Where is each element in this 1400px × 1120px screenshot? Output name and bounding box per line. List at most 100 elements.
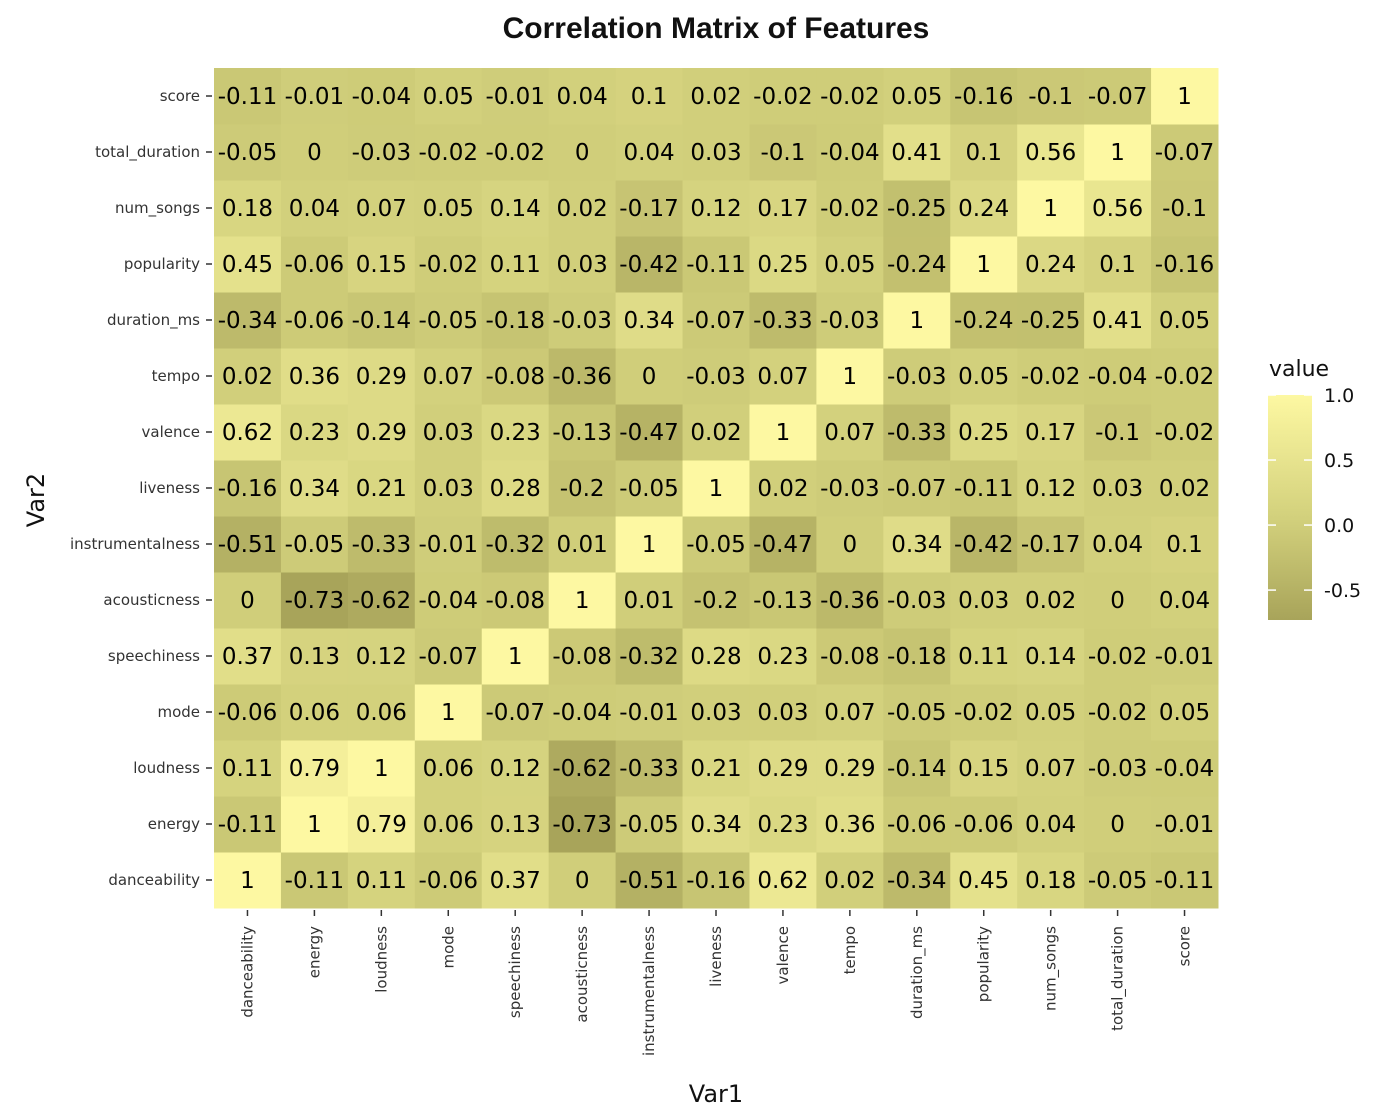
heatmap-cell — [414, 572, 483, 629]
heatmap-cell — [615, 236, 684, 293]
cell-value-label: -0.34 — [218, 308, 278, 334]
cell-value-label: 1 — [1043, 196, 1058, 222]
cell-value-label: 0.05 — [958, 364, 1009, 390]
heatmap-cell — [883, 404, 951, 461]
heatmap-cell — [1151, 572, 1219, 629]
cell-value-label: -0.06 — [419, 868, 479, 894]
cell-value-label: 0.04 — [1025, 812, 1076, 838]
cell-value-label: 0.03 — [958, 588, 1009, 614]
cell-value-label: -0.16 — [686, 868, 746, 894]
heatmap-cell — [280, 740, 349, 797]
heatmap-cell — [749, 236, 817, 293]
heatmap-cell — [682, 180, 750, 237]
x-axis-tick-label: energy — [305, 926, 323, 978]
cell-value-label: 0.12 — [356, 644, 407, 670]
heatmap-cell — [347, 124, 416, 181]
legend-tick-label: 1.0 — [1324, 385, 1354, 407]
heatmap-cell — [1084, 684, 1152, 741]
cell-value-label: 1 — [1177, 84, 1192, 110]
cell-value-label: 0.05 — [1025, 700, 1076, 726]
cell-value-label: 0.05 — [423, 84, 474, 110]
heatmap-cell — [950, 348, 1018, 405]
heatmap-cell — [214, 684, 282, 741]
cell-value-label: 0.79 — [289, 756, 340, 782]
cell-value-label: 0.06 — [423, 812, 474, 838]
heatmap-cell — [347, 572, 416, 629]
heatmap-cell — [883, 180, 951, 237]
heatmap-cell — [1084, 852, 1152, 909]
heatmap-cell — [950, 236, 1018, 293]
cell-value-label: -0.02 — [1088, 644, 1148, 670]
cell-value-label: 0.34 — [891, 532, 942, 558]
heatmap-cell — [414, 236, 483, 293]
heatmap-cell — [682, 516, 750, 573]
x-axis-tick-label: liveness — [707, 926, 725, 987]
heatmap-cell — [749, 796, 817, 853]
cell-value-label: 0.06 — [423, 756, 474, 782]
heatmap-cell — [950, 628, 1018, 685]
heatmap-cell — [214, 180, 282, 237]
heatmap-cell — [749, 460, 817, 517]
cell-value-label: 0.07 — [1025, 756, 1076, 782]
heatmap-cell — [1084, 460, 1152, 517]
heatmap-cell — [682, 68, 750, 125]
heatmap-cell — [682, 572, 750, 629]
cell-value-label: -0.1 — [1095, 420, 1140, 446]
cell-value-label: -0.32 — [619, 644, 679, 670]
cell-value-label: -0.03 — [1088, 756, 1148, 782]
cell-value-label: 0.36 — [824, 812, 875, 838]
cell-value-label: 1 — [1110, 140, 1125, 166]
cell-value-label: 1 — [575, 588, 590, 614]
cell-value-label: -0.02 — [419, 252, 479, 278]
cell-value-label: 0.1 — [1166, 532, 1203, 558]
heatmap-cell — [548, 796, 617, 853]
heatmap-cell — [214, 852, 282, 909]
cell-value-label: -0.51 — [218, 532, 278, 558]
cell-value-label: -0.33 — [619, 756, 679, 782]
cell-value-label: -0.11 — [954, 476, 1014, 502]
cell-value-label: -0.03 — [887, 588, 947, 614]
heatmap-cell — [682, 684, 750, 741]
cell-value-label: -0.02 — [954, 700, 1014, 726]
heatmap-cell — [548, 124, 617, 181]
chart-title: Correlation Matrix of Features — [503, 12, 930, 45]
cell-value-label: 0.03 — [557, 252, 608, 278]
cell-value-label: -0.08 — [485, 588, 545, 614]
cell-value-label: -0.01 — [419, 532, 479, 558]
heatmap-cell — [548, 852, 617, 909]
heatmap-cell — [615, 516, 684, 573]
heatmap-cell — [280, 516, 349, 573]
heatmap-cell — [1017, 572, 1085, 629]
cell-value-label: 0.45 — [222, 252, 273, 278]
cell-value-label: 0.28 — [690, 644, 741, 670]
cell-value-label: -0.1 — [1028, 84, 1073, 110]
heatmap-cell — [1017, 516, 1085, 573]
heatmap-cell — [615, 796, 684, 853]
cell-value-label: -0.06 — [218, 700, 278, 726]
heatmap-cell — [548, 348, 617, 405]
cell-value-label: -0.36 — [820, 588, 880, 614]
x-axis-tick-label: num_songs — [1042, 926, 1061, 1011]
cell-value-label: 0.56 — [1025, 140, 1076, 166]
heatmap-cell — [1017, 684, 1085, 741]
cell-value-label: 0.21 — [356, 476, 407, 502]
cell-value-label: -0.51 — [619, 868, 679, 894]
cell-value-label: -0.73 — [285, 588, 345, 614]
heatmap-cell — [1151, 292, 1219, 349]
heatmap-cell — [214, 404, 282, 461]
heatmap-cell — [280, 348, 349, 405]
heatmap-cell — [214, 516, 282, 573]
heatmap-cell — [414, 348, 483, 405]
x-axis-tick-label: popularity — [975, 926, 993, 1002]
heatmap-cell — [682, 460, 750, 517]
cell-value-label: 0.07 — [356, 196, 407, 222]
heatmap-cell — [414, 796, 483, 853]
x-axis-tick-label: valence — [774, 926, 792, 984]
heatmap-cell — [615, 180, 684, 237]
cell-value-label: 0.06 — [289, 700, 340, 726]
cell-value-label: 0.04 — [557, 84, 608, 110]
cell-value-label: -0.07 — [1088, 84, 1148, 110]
heatmap-cell — [1084, 404, 1152, 461]
cell-value-label: 0.25 — [958, 420, 1009, 446]
cell-value-label: 0.13 — [289, 644, 340, 670]
